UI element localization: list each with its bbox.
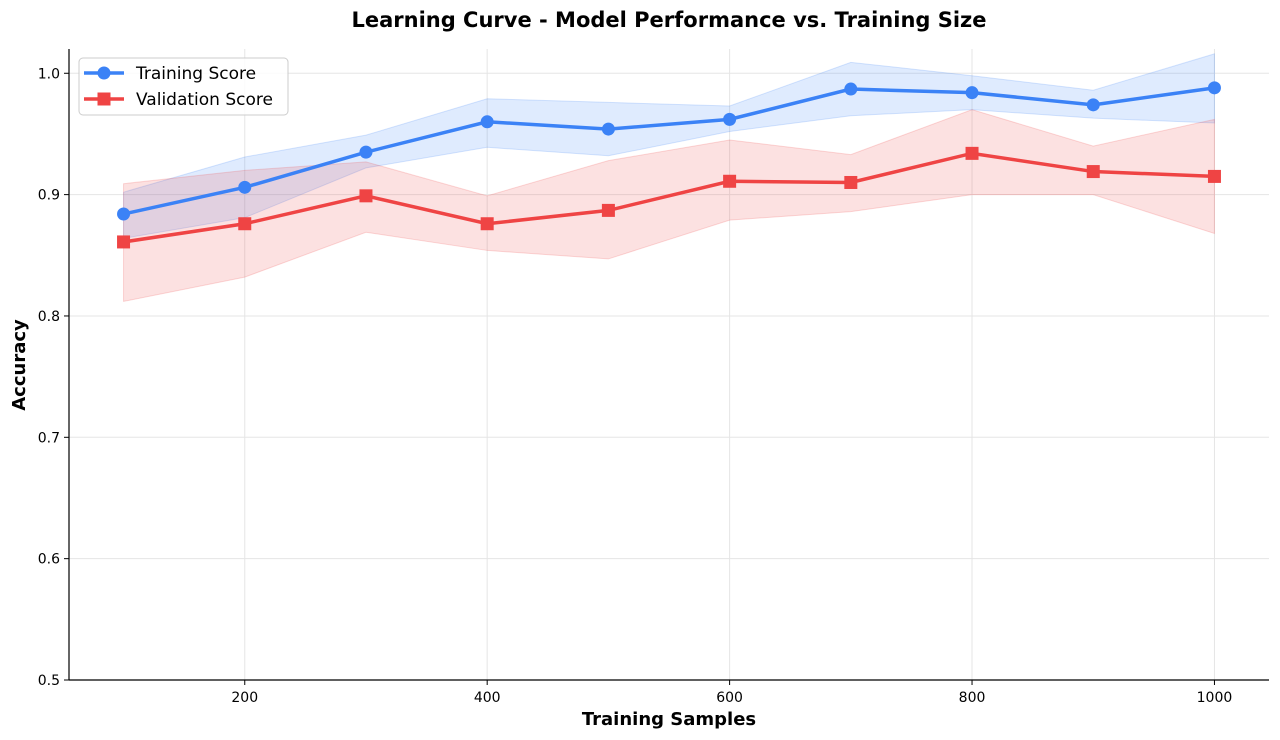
training-score-point [359,145,373,159]
training-score-point [480,115,494,129]
y-tick-label: 0.7 [38,430,60,446]
validation-score-point [1086,165,1100,179]
y-tick-label: 0.8 [38,309,60,325]
legend-label: Training Score [135,64,256,84]
training-score-point [844,82,858,96]
validation-score-point [844,175,858,189]
x-tick-label: 200 [231,690,258,706]
validation-score-point [238,217,252,231]
validation-score-point [601,203,615,217]
training-score-point [238,180,252,194]
training-score-point [1207,81,1221,95]
legend-marker [97,66,111,80]
training-score-point [965,86,979,100]
validation-score-point [117,235,131,249]
y-tick-label: 1.0 [38,66,60,82]
training-score-point [723,112,737,126]
legend-marker [97,92,111,106]
x-tick-label: 800 [959,690,986,706]
x-axis-label: Training Samples [582,709,756,730]
y-tick-label: 0.6 [38,552,60,568]
training-score-point [117,207,131,221]
y-axis-label: Accuracy [9,319,30,411]
series-lines [117,81,1221,249]
validation-score-point [1207,169,1221,183]
validation-score-line [123,151,1215,244]
x-tick-label: 400 [474,690,501,706]
x-tick-label: 600 [716,690,743,706]
chart-title: Learning Curve - Model Performance vs. T… [351,8,986,32]
legend-label: Validation Score [136,90,273,110]
legend-box [78,57,289,116]
confidence-bands [123,53,1215,303]
axes: 200 400 600 800 1000 0.5 0.6 0.7 0.8 0.9 1.0 [38,49,1269,706]
y-tick-label: 0.9 [38,188,60,204]
training-score-band [123,53,1215,239]
training-score-line [123,86,1215,216]
training-score-point [601,122,615,136]
legend: Training Score Validation Score [78,57,289,116]
validation-score-point [965,146,979,160]
training-score-point [1086,98,1100,112]
validation-score-point [723,174,737,188]
validation-score-point [480,217,494,231]
validation-score-point [359,189,373,203]
x-tick-label: 1000 [1197,690,1233,706]
y-tick-label: 0.5 [38,673,60,689]
validation-score-band [123,109,1215,303]
